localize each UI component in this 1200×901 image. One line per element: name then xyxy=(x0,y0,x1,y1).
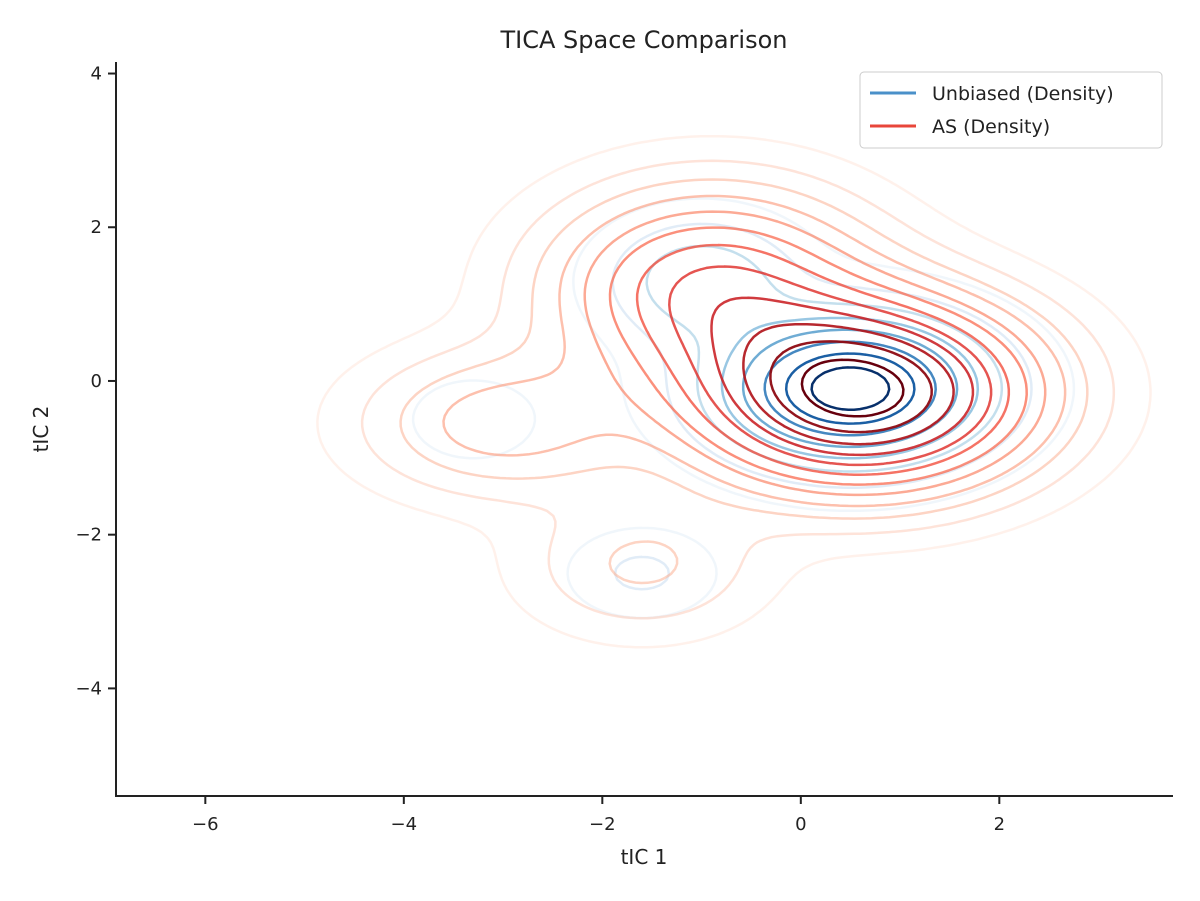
contour-level xyxy=(635,243,1011,476)
legend-label-unbiased: Unbiased (Density) xyxy=(932,83,1114,105)
contour-level xyxy=(720,316,980,460)
contour-level xyxy=(442,194,1067,508)
y-tick-label: 2 xyxy=(91,217,102,238)
contour-level xyxy=(800,358,905,418)
legend-label-as: AS (Density) xyxy=(932,116,1050,138)
contour-level xyxy=(784,352,916,425)
contour-level xyxy=(583,210,1047,497)
contour-series-unbiased xyxy=(411,197,1076,620)
x-axis-label: tIC 1 xyxy=(621,845,668,869)
contour-series-as xyxy=(316,134,1152,649)
x-tick-label: −4 xyxy=(391,814,418,835)
x-axis-ticks: −6 −4 −2 0 2 xyxy=(192,796,1005,835)
contour-level xyxy=(769,340,933,434)
contour-level xyxy=(360,159,1116,620)
x-tick-label: 2 xyxy=(994,814,1005,835)
contour-level xyxy=(710,296,975,457)
y-tick-label: 4 xyxy=(91,64,102,85)
x-tick-label: 0 xyxy=(795,814,806,835)
x-tick-label: −6 xyxy=(192,814,219,835)
chart-title: TICA Space Comparison xyxy=(499,26,787,54)
contour-level xyxy=(399,178,1089,585)
contour-level xyxy=(810,366,891,411)
contour-level xyxy=(668,265,993,467)
contour-level xyxy=(608,226,1028,486)
legend: Unbiased (Density) AS (Density) xyxy=(859,71,1163,149)
contour-area xyxy=(316,134,1152,649)
y-axis-label: tIC 2 xyxy=(29,406,53,453)
y-tick-label: −2 xyxy=(75,525,102,546)
x-tick-label: −2 xyxy=(589,814,616,835)
legend-box xyxy=(859,71,1163,149)
y-tick-label: −4 xyxy=(75,678,102,699)
y-tick-label: 0 xyxy=(91,371,102,392)
contour-level xyxy=(742,322,955,446)
contour-level xyxy=(316,134,1152,649)
y-axis-ticks: −4 −2 0 2 4 xyxy=(75,64,116,699)
